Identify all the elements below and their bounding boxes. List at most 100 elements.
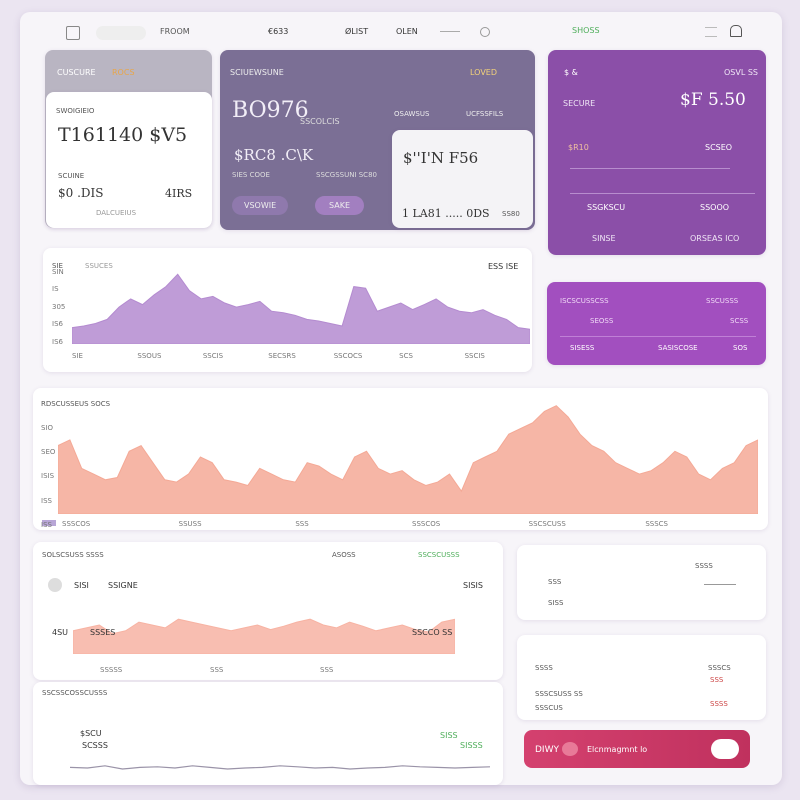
tick-label: SSS bbox=[320, 666, 334, 674]
search-box[interactable] bbox=[96, 26, 146, 40]
area-chart bbox=[58, 405, 758, 514]
card-tag: $ & bbox=[564, 68, 578, 77]
balance-inner bbox=[46, 92, 212, 228]
tick-label: SSSCOS bbox=[412, 520, 441, 528]
label: SSSS bbox=[695, 562, 713, 570]
card-header: SCIUEWSUNE bbox=[230, 68, 284, 77]
amount: T161140 $V5 bbox=[58, 124, 188, 146]
tick-label: 305 bbox=[52, 302, 66, 311]
label: ISCSCUSSCSS bbox=[560, 297, 609, 305]
label: SISESS bbox=[570, 344, 595, 352]
label: SIES COOE bbox=[232, 171, 270, 179]
amount-sub: SSCOLCIS bbox=[300, 117, 340, 126]
tick-label: SIO bbox=[41, 424, 54, 432]
tick-label: SSS bbox=[210, 666, 224, 674]
button[interactable]: SAKE bbox=[315, 196, 364, 215]
chart-title: SIE bbox=[52, 262, 63, 270]
tick-label: SEO bbox=[41, 448, 56, 457]
toggle[interactable] bbox=[711, 739, 739, 759]
label: SISS bbox=[548, 599, 564, 607]
label: SOS bbox=[733, 344, 748, 352]
label: SWOIGIEIO bbox=[56, 107, 95, 115]
label: SSSS bbox=[710, 700, 728, 708]
tick-label: SSSCS bbox=[645, 520, 668, 528]
card-tag: LOVED bbox=[470, 68, 498, 77]
value: SS80 bbox=[502, 210, 520, 218]
tick-label: SSSCOS bbox=[62, 520, 91, 528]
label: SSSCSUSS SS bbox=[535, 690, 583, 698]
status: SHOSS bbox=[572, 26, 600, 35]
tick-label: ISS bbox=[41, 520, 52, 529]
tick-label: SSOUS bbox=[137, 352, 162, 360]
icon bbox=[562, 742, 578, 756]
button[interactable]: VSOWIE bbox=[232, 196, 289, 215]
label: SECURE bbox=[563, 99, 596, 108]
value: SCSEO bbox=[705, 143, 733, 152]
label: SCSSS bbox=[82, 741, 108, 750]
chart-panel bbox=[33, 542, 503, 680]
chart-title: SOLSCSUSS SSSS bbox=[42, 551, 104, 559]
divider bbox=[570, 193, 755, 194]
tab[interactable]: FROOM bbox=[160, 27, 190, 36]
card-tag: ROCS bbox=[112, 68, 135, 77]
label: SSSCUS bbox=[535, 704, 563, 712]
overlay-card bbox=[392, 130, 533, 228]
label: SCSS bbox=[730, 317, 749, 325]
label: $SCU bbox=[80, 729, 102, 738]
nav-item[interactable]: ØLIST bbox=[345, 27, 369, 36]
label: ORSEAS ICO bbox=[690, 234, 740, 243]
list-icon[interactable] bbox=[705, 27, 717, 37]
label: ASOSS bbox=[332, 551, 356, 559]
legend-swatch bbox=[42, 520, 56, 526]
purple-card bbox=[548, 50, 766, 255]
menu-icon[interactable] bbox=[66, 26, 80, 40]
divider bbox=[560, 336, 756, 337]
label: SISI bbox=[74, 581, 89, 590]
label: SISS bbox=[440, 731, 458, 740]
tick-label: SSUSS bbox=[178, 520, 202, 528]
chart-title: SSCSSCOSSCUSSS bbox=[42, 689, 108, 697]
label: SSOOO bbox=[700, 203, 730, 212]
value: SSSES bbox=[90, 628, 116, 637]
label: SSS bbox=[548, 578, 562, 586]
label: SSCSCUSSS bbox=[418, 551, 460, 559]
tick-label: SECSRS bbox=[268, 352, 296, 360]
label: OSVL SS bbox=[724, 68, 759, 77]
label: SINSE bbox=[592, 234, 616, 243]
label: SEOSS bbox=[590, 317, 614, 325]
tick-label: IS6 bbox=[52, 320, 63, 329]
button-label: DIWY bbox=[535, 745, 559, 755]
violet-card bbox=[547, 282, 766, 365]
tick-label: SSS bbox=[295, 520, 309, 528]
nav-item[interactable]: €633 bbox=[268, 27, 289, 36]
value: SSCCO SS bbox=[412, 628, 453, 637]
label: SSIGNE bbox=[108, 581, 138, 590]
divider bbox=[704, 584, 736, 585]
label: SSCUSSS bbox=[706, 297, 739, 305]
area-chart bbox=[72, 273, 530, 344]
line-chart bbox=[70, 765, 490, 770]
tick-label: SSCIS bbox=[202, 352, 224, 360]
label: SISSS bbox=[460, 741, 483, 750]
area bbox=[72, 273, 530, 344]
amount: BO976 bbox=[232, 98, 309, 123]
bell-icon[interactable] bbox=[730, 25, 742, 37]
value: 1 LA81 ..... 0DS bbox=[402, 207, 490, 220]
chart-value: ESS ISE bbox=[488, 262, 519, 271]
nav-item[interactable]: OLEN bbox=[396, 27, 418, 36]
tick-label: ISIS bbox=[41, 472, 55, 481]
value: $R10 bbox=[568, 143, 589, 152]
card-header: CUSCURE bbox=[57, 68, 96, 77]
chart-panel bbox=[33, 682, 503, 785]
tick-label: IS6 bbox=[52, 337, 63, 346]
label: SASISCOSE bbox=[658, 344, 698, 352]
status-icon[interactable] bbox=[480, 27, 490, 37]
label: SSCGSSUNI SC80 bbox=[316, 171, 377, 179]
tick-label: SSCOCS bbox=[333, 352, 363, 360]
divider bbox=[570, 168, 730, 169]
label: SSS bbox=[710, 676, 724, 684]
tick-label: SIN bbox=[52, 268, 64, 276]
line bbox=[70, 765, 490, 770]
tick-label: SIE bbox=[72, 352, 83, 360]
